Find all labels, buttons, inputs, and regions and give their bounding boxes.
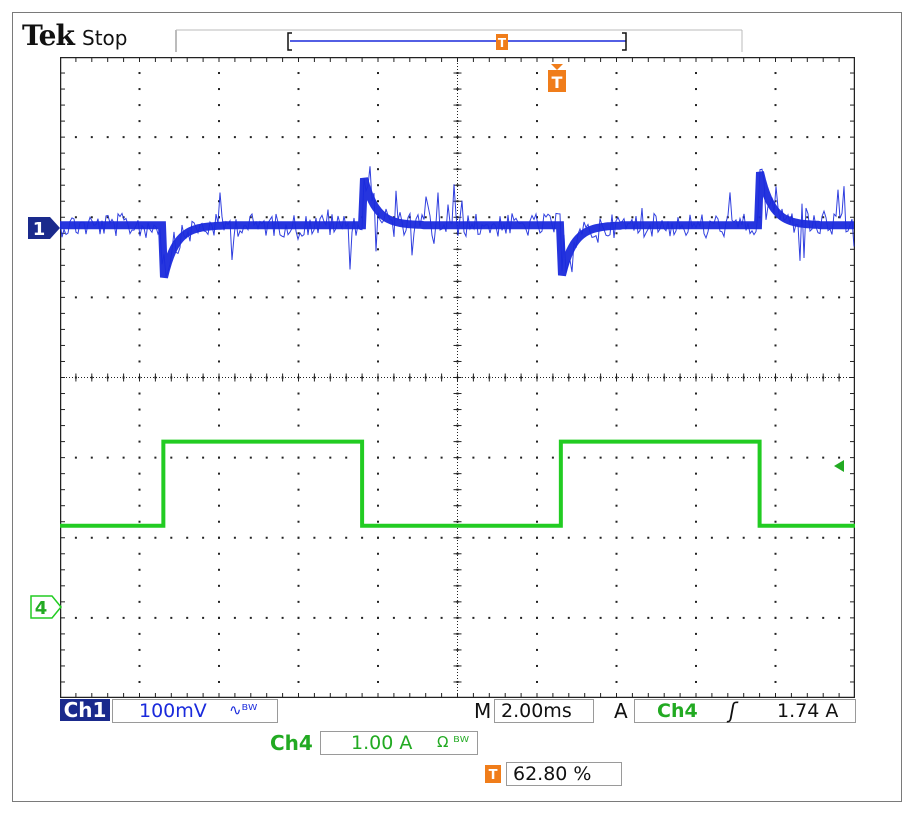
timebase-box[interactable]: 2.00ms bbox=[494, 699, 594, 723]
ch4-scale-box[interactable]: 1.00 A Ω ᴮᵂ bbox=[320, 731, 478, 755]
trigger-mode-label: A bbox=[614, 699, 628, 723]
record-trigger-icon: T bbox=[496, 34, 508, 50]
trigger-position-marker-icon: T bbox=[485, 765, 501, 783]
timebase-value: 2.00ms bbox=[501, 700, 572, 722]
acquisition-status: Stop bbox=[82, 26, 128, 50]
ch4-waveform bbox=[60, 439, 855, 528]
record-position-bar: T T bbox=[175, 29, 743, 92]
svg-text:T: T bbox=[498, 36, 507, 50]
svg-text:4: 4 bbox=[35, 598, 48, 619]
ch4-label[interactable]: Ch4 bbox=[270, 731, 313, 755]
trigger-level: 1.74 A bbox=[777, 700, 839, 722]
trigger-position-percent: 62.80 % bbox=[513, 763, 592, 785]
svg-text:T: T bbox=[552, 73, 563, 92]
graticule-grid bbox=[60, 57, 855, 698]
timebase-label: M bbox=[474, 699, 492, 723]
graticule-screen[interactable] bbox=[60, 57, 855, 698]
ch4-coupling-icon: Ω ᴮᵂ bbox=[437, 733, 470, 751]
ch4-ground-marker[interactable]: 4 bbox=[30, 594, 62, 620]
scope-frame bbox=[12, 12, 902, 802]
ch1-scale: 100mV bbox=[139, 700, 207, 722]
trigger-level-marker[interactable] bbox=[832, 458, 846, 474]
trigger-position-box[interactable]: 62.80 % bbox=[506, 762, 622, 786]
trigger-position-icon[interactable]: T bbox=[548, 64, 566, 92]
trigger-readout-box[interactable]: Ch4 ʃ 1.74 A bbox=[634, 699, 856, 723]
svg-text:1: 1 bbox=[33, 219, 46, 240]
ch1-coupling-icon: ∿ᴮᵂ bbox=[229, 701, 258, 719]
trigger-slope-icon: ʃ bbox=[729, 699, 737, 723]
ch1-scale-box[interactable]: 100mV ∿ᴮᵂ bbox=[112, 699, 278, 723]
trigger-source: Ch4 bbox=[657, 700, 698, 722]
ch4-scale: 1.00 A bbox=[351, 732, 413, 754]
ch1-waveform-core bbox=[60, 171, 854, 279]
ch1-label[interactable]: Ch1 bbox=[60, 699, 110, 721]
ch1-ground-marker[interactable]: 1 bbox=[28, 215, 60, 241]
svg-text:T: T bbox=[489, 768, 498, 783]
brand-logo: Tek bbox=[22, 19, 75, 52]
